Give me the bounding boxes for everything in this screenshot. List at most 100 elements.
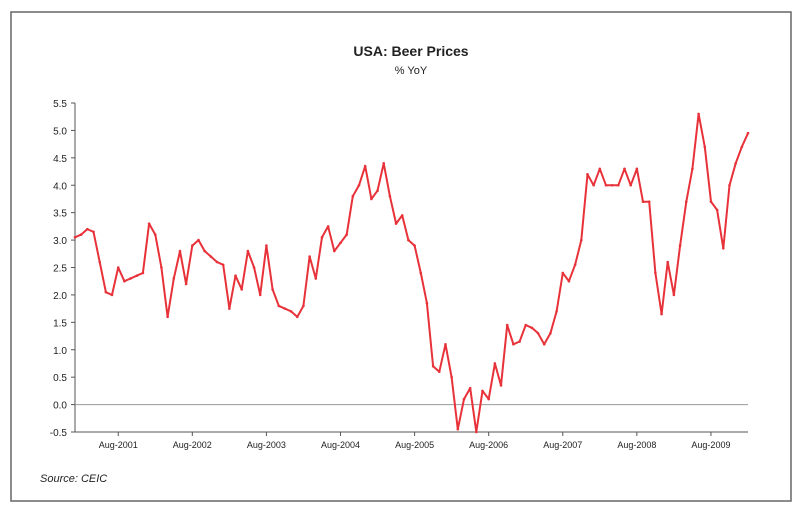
y-tick-label: 5.5 <box>53 99 67 110</box>
data-point <box>73 236 77 239</box>
data-point <box>333 249 336 253</box>
data-point <box>647 200 651 203</box>
data-point <box>715 208 719 212</box>
data-point <box>573 263 577 267</box>
data-point <box>419 271 423 275</box>
data-point <box>129 277 132 280</box>
data-point <box>512 342 515 346</box>
data-point <box>542 342 546 346</box>
data-point <box>86 227 89 231</box>
data-point <box>493 362 497 365</box>
y-tick-label: 0.5 <box>53 373 67 384</box>
data-point <box>598 167 602 171</box>
data-point <box>623 167 626 171</box>
data-point <box>722 247 725 250</box>
data-point <box>437 370 441 373</box>
data-point <box>450 375 453 379</box>
data-point <box>654 271 657 275</box>
data-point <box>116 266 120 269</box>
data-point <box>604 183 608 187</box>
data-point <box>746 131 750 135</box>
data-point <box>339 241 342 245</box>
data-point <box>376 189 379 193</box>
x-tick-label: Aug-2007 <box>543 440 582 450</box>
data-point <box>184 282 188 286</box>
y-tick-label: 0.0 <box>53 401 67 412</box>
x-axis: Aug-2001 Aug-2002 Aug-2003 Aug-2004 Aug-2005… <box>75 431 748 450</box>
data-point <box>678 244 682 247</box>
data-point <box>228 307 231 310</box>
data-point <box>740 145 744 149</box>
data-point <box>172 277 176 280</box>
data-point <box>166 315 169 319</box>
data-point <box>691 167 694 171</box>
data-point <box>499 384 503 387</box>
data-point <box>79 233 83 236</box>
data-point <box>326 225 330 228</box>
chart-title: USA: Beer Prices <box>353 43 468 59</box>
data-point <box>610 183 614 187</box>
data-point <box>357 183 361 187</box>
source-note: Source: CEIC <box>40 473 107 485</box>
series-layer <box>73 112 750 434</box>
data-point <box>536 332 540 335</box>
data-point <box>345 233 348 236</box>
data-point <box>444 342 447 346</box>
data-point <box>209 255 213 258</box>
data-point <box>98 260 101 264</box>
data-point <box>370 197 373 201</box>
data-point <box>524 323 528 327</box>
data-point <box>617 183 620 187</box>
data-point <box>277 304 281 308</box>
data-point <box>549 332 552 335</box>
y-tick-label: 4.5 <box>53 154 67 165</box>
y-tick-label: -0.5 <box>50 428 68 439</box>
data-point <box>407 238 410 242</box>
data-point <box>110 293 114 297</box>
x-tick-label: Aug-2001 <box>99 440 138 450</box>
data-point <box>425 301 429 305</box>
data-point <box>240 288 244 291</box>
data-point <box>141 271 145 275</box>
data-point <box>197 238 200 242</box>
data-point <box>153 233 157 236</box>
data-point <box>271 288 274 291</box>
x-tick-label: Aug-2004 <box>321 440 360 450</box>
x-tick-label: Aug-2008 <box>617 440 656 450</box>
chart-border <box>10 11 792 502</box>
y-axis: 5.5 5.0 4.5 4.0 3.5 3.0 2.5 2.0 1.5 1.0 0.5 0.0 -0.5 <box>50 99 76 439</box>
data-point <box>586 172 589 176</box>
data-point <box>641 200 645 203</box>
data-point <box>561 271 565 275</box>
data-point <box>400 214 404 217</box>
data-point <box>104 290 108 294</box>
chart-subtitle: % YoY <box>395 65 428 77</box>
data-point <box>265 244 268 247</box>
data-point <box>203 249 206 253</box>
data-point <box>147 222 151 225</box>
data-point <box>666 260 670 264</box>
data-point <box>178 249 182 253</box>
data-point <box>382 162 386 165</box>
x-tick-label: Aug-2006 <box>469 440 508 450</box>
data-point <box>92 230 95 234</box>
series-line <box>74 113 749 433</box>
data-point <box>289 310 293 313</box>
data-point <box>579 238 583 242</box>
data-point <box>431 364 435 368</box>
data-point <box>363 164 367 168</box>
data-point <box>246 249 250 253</box>
y-tick-label: 5.0 <box>53 126 67 137</box>
data-point <box>487 397 490 401</box>
data-point <box>252 266 256 269</box>
data-point <box>635 167 639 171</box>
data-point <box>160 266 163 269</box>
y-tick-label: 4.0 <box>53 181 67 192</box>
data-point <box>481 389 484 393</box>
data-point <box>709 200 713 203</box>
y-tick-label: 1.0 <box>53 346 67 357</box>
y-tick-label: 3.5 <box>53 209 67 220</box>
data-point <box>697 112 700 116</box>
